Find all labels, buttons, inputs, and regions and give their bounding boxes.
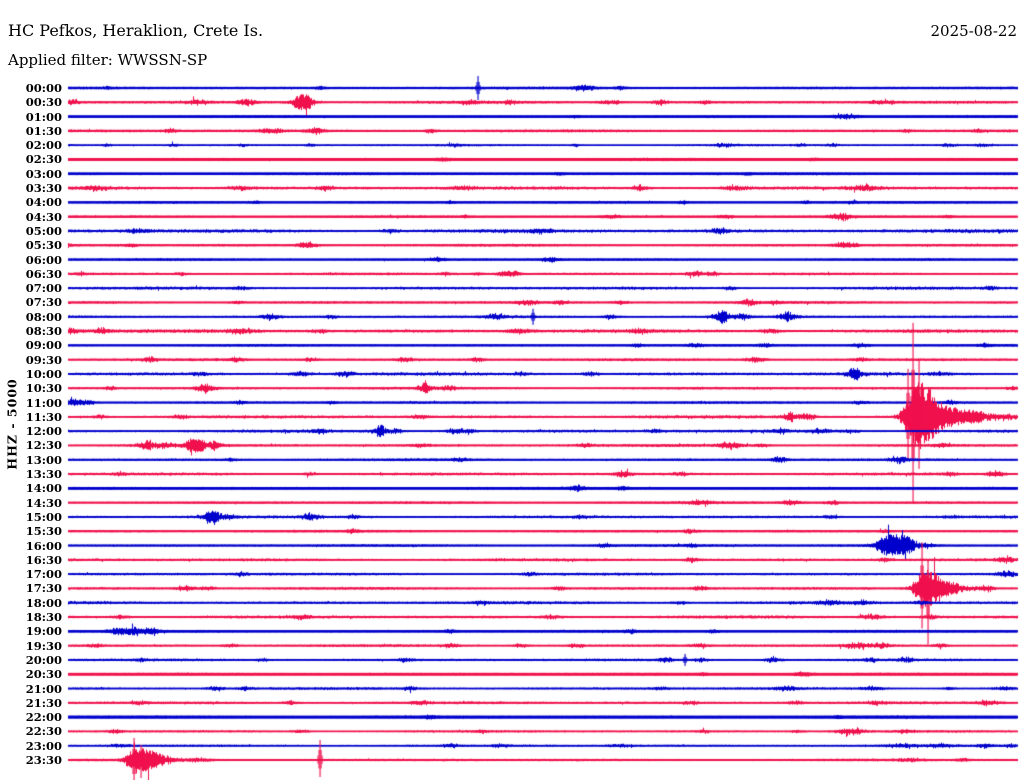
time-label: 07:30 bbox=[25, 295, 62, 310]
time-label: 22:30 bbox=[25, 724, 62, 739]
time-label: 07:00 bbox=[25, 281, 62, 296]
time-label: 17:00 bbox=[25, 567, 62, 582]
time-label: 09:00 bbox=[25, 338, 62, 353]
time-label: 14:00 bbox=[25, 481, 62, 496]
time-label: 03:30 bbox=[25, 181, 62, 196]
time-label: 15:30 bbox=[25, 524, 62, 539]
time-label: 22:00 bbox=[25, 710, 62, 725]
time-label: 14:30 bbox=[25, 495, 62, 510]
station-title: HC Pefkos, Heraklion, Crete Is. bbox=[8, 21, 264, 40]
time-label: 23:30 bbox=[25, 753, 62, 767]
time-label: 11:00 bbox=[25, 395, 62, 410]
time-label: 08:00 bbox=[25, 309, 62, 324]
time-label: 02:00 bbox=[25, 138, 62, 153]
time-label: 20:30 bbox=[25, 667, 62, 682]
time-label: 20:00 bbox=[25, 652, 62, 667]
time-label: 13:30 bbox=[25, 467, 62, 482]
time-label: 09:30 bbox=[25, 352, 62, 367]
time-label: 19:30 bbox=[25, 638, 62, 653]
time-label: 10:00 bbox=[25, 366, 62, 381]
time-label: 00:00 bbox=[25, 81, 62, 95]
time-label: 03:00 bbox=[25, 166, 62, 181]
time-label: 01:30 bbox=[25, 123, 62, 138]
time-label: 11:30 bbox=[25, 409, 62, 424]
time-label: 05:30 bbox=[25, 238, 62, 253]
time-label: 16:30 bbox=[25, 552, 62, 567]
time-label: 06:30 bbox=[25, 266, 62, 281]
time-label: 21:00 bbox=[25, 681, 62, 696]
time-label: 18:30 bbox=[25, 610, 62, 625]
plot-date: 2025-08-22 bbox=[930, 22, 1017, 40]
time-label: 12:30 bbox=[25, 438, 62, 453]
time-label: 13:00 bbox=[25, 452, 62, 467]
time-label: 04:00 bbox=[25, 195, 62, 210]
time-label: 18:00 bbox=[25, 595, 62, 610]
filter-label: Applied filter: WWSSN-SP bbox=[8, 51, 208, 69]
time-label: 01:00 bbox=[25, 109, 62, 124]
time-label: 05:00 bbox=[25, 223, 62, 238]
time-label: 19:00 bbox=[25, 624, 62, 639]
time-label: 10:30 bbox=[25, 381, 62, 396]
time-label: 04:30 bbox=[25, 209, 62, 224]
time-label: 08:30 bbox=[25, 324, 62, 339]
time-label: 06:00 bbox=[25, 252, 62, 267]
time-label: 02:30 bbox=[25, 152, 62, 167]
time-label: 12:00 bbox=[25, 424, 62, 439]
time-label: 23:00 bbox=[25, 738, 62, 753]
time-label: 17:30 bbox=[25, 581, 62, 596]
time-label: 15:00 bbox=[25, 509, 62, 524]
time-label: 16:00 bbox=[25, 538, 62, 553]
time-label: 21:30 bbox=[25, 695, 62, 710]
time-label: 00:30 bbox=[25, 95, 62, 110]
